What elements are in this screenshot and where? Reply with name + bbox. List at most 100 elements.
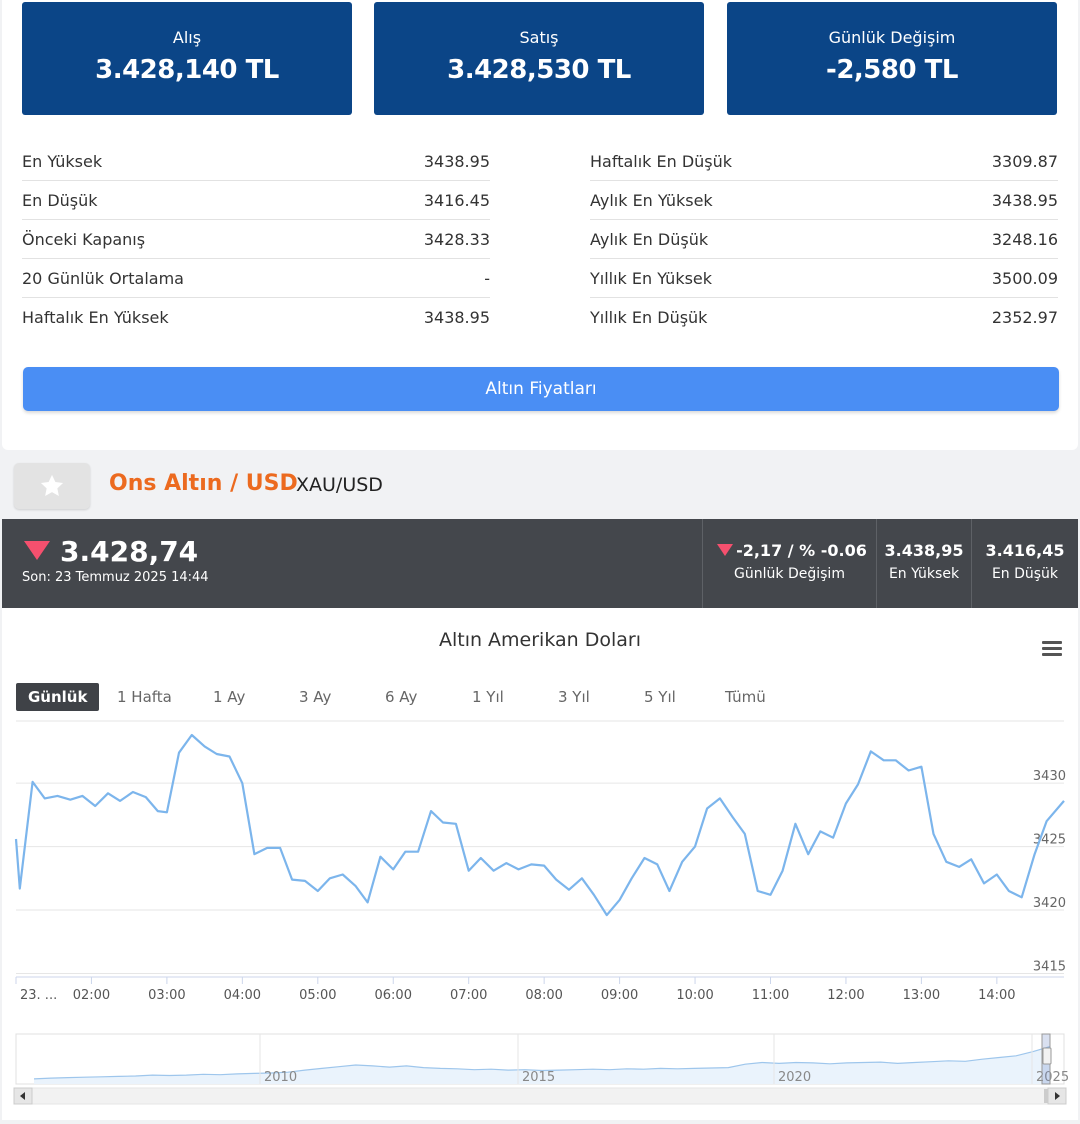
x-tick-label: 13:00 [903, 988, 940, 1003]
day-low-value: 3.416,45 [985, 541, 1065, 560]
stat-value: - [484, 268, 490, 288]
daily-change-label: Günlük Değişim [828, 28, 956, 47]
stat-value: 2352.97 [991, 308, 1058, 327]
range-all[interactable]: Tümü [725, 688, 766, 706]
x-tick-label: 14:00 [978, 988, 1015, 1003]
stat-row: Aylık En Düşük 3248.16 [590, 220, 1058, 259]
x-tick-label: 10:00 [676, 988, 713, 1003]
stat-value: 3438.95 [423, 308, 490, 327]
navigator-scrollbar[interactable] [13, 1087, 1067, 1105]
chart-card: Altın Amerikan Doları Günlük 1 Hafta 1 A… [2, 608, 1078, 1120]
x-tick-label: 04:00 [224, 988, 261, 1003]
stat-value: 3309.87 [991, 151, 1058, 171]
y-tick-label: 3415 [1033, 959, 1066, 974]
daily-change-caption: Günlük Değişim [734, 566, 845, 582]
asset-header: Ons Altın / USD XAU/USD [0, 455, 1080, 519]
y-tick-label: 3420 [1033, 896, 1066, 911]
chart-title: Altın Amerikan Doları [438, 629, 642, 651]
buy-price-value: 3.428,140 TL [95, 55, 279, 85]
x-tick-label: 03:00 [148, 988, 185, 1003]
x-tick-label: 11:00 [752, 988, 789, 1003]
y-tick-label: 3430 [1033, 769, 1066, 784]
stat-label: Yıllık En Düşük [590, 308, 708, 327]
navigator-handle[interactable] [1042, 1047, 1052, 1065]
stat-label: Aylık En Yüksek [590, 190, 713, 210]
x-tick-label: 02:00 [73, 988, 110, 1003]
navigator-line [33, 1046, 1051, 1080]
navigator-year-label: 2015 [522, 1070, 555, 1085]
stat-label: 20 Günlük Ortalama [22, 268, 184, 288]
change-down-icon [717, 544, 733, 556]
stat-value: 3438.95 [991, 190, 1058, 210]
stat-label: Yıllık En Yüksek [590, 268, 713, 288]
stat-row: Önceki Kapanış 3428.33 [22, 220, 490, 259]
scroll-thumb[interactable] [1044, 1089, 1050, 1103]
range-3-months[interactable]: 3 Ay [299, 688, 332, 706]
navigator-year-label: 2025 [1036, 1070, 1069, 1085]
range-3-years[interactable]: 3 Yıl [558, 688, 590, 706]
stat-row: Yıllık En Yüksek 3500.09 [590, 259, 1058, 298]
gold-prices-button[interactable]: Altın Fiyatları [23, 367, 1059, 411]
stat-value: 3428.33 [423, 229, 490, 249]
stat-label: Haftalık En Yüksek [22, 308, 169, 327]
day-high-cell: 3.438,95 En Yüksek [876, 519, 971, 608]
sell-price-box: Satış 3.428,530 TL [374, 2, 704, 115]
scroll-left-icon [20, 1092, 25, 1100]
x-tick-label: 09:00 [601, 988, 638, 1003]
star-icon [40, 474, 64, 497]
range-1-month[interactable]: 1 Ay [213, 688, 246, 706]
daily-change-amount: -2,17 / % -0.06 [736, 541, 867, 560]
stats-left-table: En Yüksek 3438.95 En Düşük 3416.45 Önceki … [22, 142, 490, 337]
range-1-week[interactable]: 1 Hafta [117, 688, 172, 706]
navigator-area [34, 1046, 1050, 1084]
daily-change-value: -2,580 TL [826, 55, 958, 85]
x-tick-label: 05:00 [299, 988, 336, 1003]
asset-code: XAU/USD [296, 474, 383, 496]
stat-row: 20 Günlük Ortalama - [22, 259, 490, 298]
favorite-button[interactable] [14, 463, 90, 509]
x-tick-label: 06:00 [375, 988, 412, 1003]
current-price: 3.428,74 [60, 535, 199, 568]
buy-price-label: Alış [172, 28, 202, 47]
stat-row: Aylık En Yüksek 3438.95 [590, 181, 1058, 220]
buy-price-box: Alış 3.428,140 TL [22, 2, 352, 115]
x-tick-label: 07:00 [450, 988, 487, 1003]
scroll-right-icon [1055, 1092, 1060, 1100]
price-series-line[interactable] [14, 733, 1065, 917]
stat-value: 3248.16 [991, 229, 1058, 249]
range-1-year[interactable]: 1 Yıl [472, 688, 504, 706]
asset-name: Ons Altın / USD [109, 471, 298, 496]
stat-row: Yıllık En Düşük 2352.97 [590, 298, 1058, 337]
stat-label: Önceki Kapanış [22, 229, 146, 249]
day-high-value: 3.438,95 [884, 541, 964, 560]
day-low-cell: 3.416,45 En Düşük [971, 519, 1078, 608]
x-tick-label: 08:00 [525, 988, 562, 1003]
navigator-year-label: 2010 [264, 1070, 297, 1085]
price-down-icon [24, 541, 50, 560]
x-tick-label: 12:00 [827, 988, 864, 1003]
last-update-time: Son: 23 Temmuz 2025 14:44 [22, 570, 209, 585]
sell-price-label: Satış [519, 28, 559, 47]
quote-card: Alış 3.428,140 TL Satış 3.428,530 TL Gün… [2, 0, 1078, 450]
stat-label: Haftalık En Düşük [590, 151, 733, 171]
stat-value: 3500.09 [991, 268, 1058, 288]
chart-menu-icon[interactable] [1042, 641, 1062, 659]
daily-change-cell: -2,17 / % -0.06 Günlük Değişim [702, 519, 876, 608]
stat-label: En Yüksek [22, 151, 103, 171]
ticker-bar: 3.428,74 Son: 23 Temmuz 2025 14:44 -2,17… [2, 519, 1078, 608]
range-daily[interactable]: Günlük [16, 683, 100, 711]
stat-row: En Yüksek 3438.95 [22, 142, 490, 181]
x-tick-label: 23. ... [20, 988, 57, 1003]
range-6-months[interactable]: 6 Ay [385, 688, 418, 706]
range-5-years[interactable]: 5 Yıl [644, 688, 676, 706]
navigator-year-label: 2020 [778, 1070, 811, 1085]
daily-change-box: Günlük Değişim -2,580 TL [727, 2, 1057, 115]
navigator-chart[interactable]: 2010 2015 2020 2025 [2, 1028, 1078, 1108]
stat-row: Haftalık En Düşük 3309.87 [590, 142, 1058, 181]
day-low-caption: En Düşük [991, 566, 1059, 582]
sell-price-value: 3.428,530 TL [447, 55, 631, 85]
stat-value: 3438.95 [423, 151, 490, 171]
stat-row: En Düşük 3416.45 [22, 181, 490, 220]
stat-row: Haftalık En Yüksek 3438.95 [22, 298, 490, 337]
